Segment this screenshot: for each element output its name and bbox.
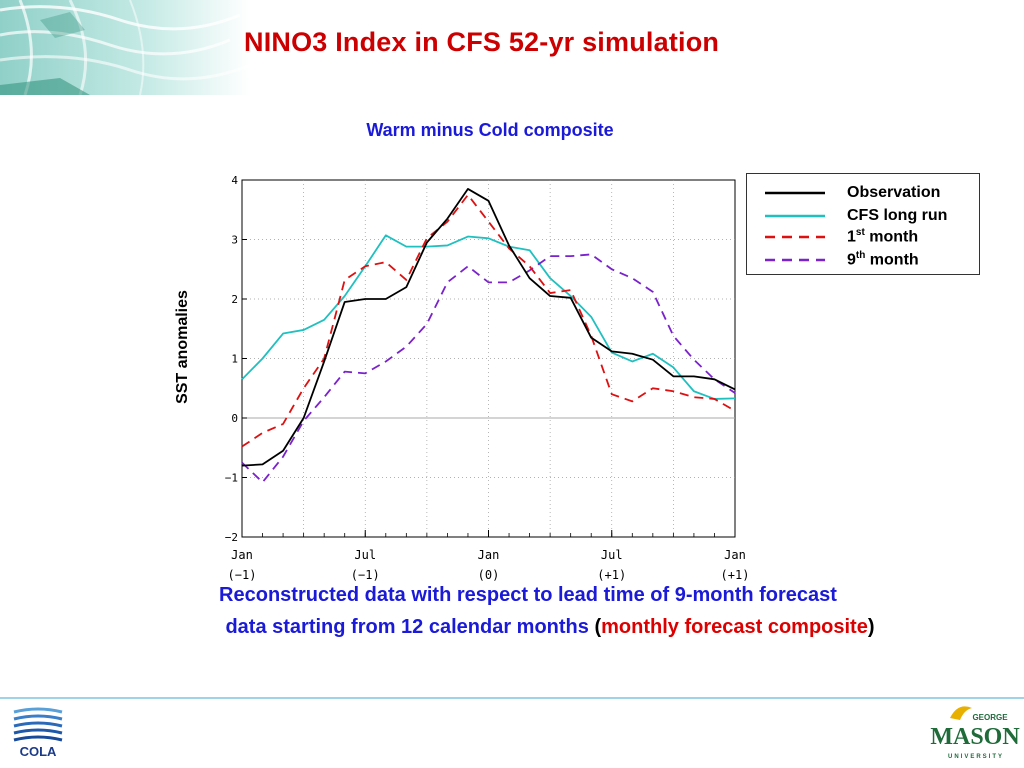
legend-label-observation: Observation [847, 184, 941, 201]
x-tick-sublabel: (0) [478, 568, 500, 582]
chart-title: Warm minus Cold composite [366, 120, 614, 140]
y-tick-label: 4 [231, 174, 238, 187]
legend: Observation CFS long run 1st month 9th m… [746, 173, 980, 275]
plot-area: 4 3 2 1 0 −1 −2 Jan (−1) Jul (−1) Jan (0) Jul (+1) Jan (… [225, 174, 750, 582]
legend-swatch-cfs-long-run [765, 214, 825, 218]
caption-close-paren: ) [867, 616, 875, 638]
caption-line-2-main: data starting from 12 calendar months [225, 616, 595, 638]
y-tick-label: 2 [231, 293, 238, 306]
legend-swatch-9th-month [765, 258, 825, 262]
x-tick-label: Jul [601, 548, 623, 562]
x-tick-sublabel: (−1) [351, 568, 380, 582]
caption-line-1: Reconstructed data with respect to lead … [219, 584, 837, 606]
series-line-9th-month [241, 253, 736, 484]
gmu-logo: GEORGE MASON UNIVERSITY [930, 706, 1020, 760]
legend-label-cfs-long-run: CFS long run [847, 207, 948, 224]
legend-label-1st-month: 1st month [847, 227, 919, 246]
legend-item-1st-month: 1st month [763, 226, 918, 248]
legend-swatch-observation [765, 191, 825, 195]
x-tick-label: Jan [478, 548, 500, 562]
x-tick-sublabel: (−1) [228, 568, 257, 582]
caption-open-paren: ( [594, 616, 602, 638]
y-tick-label: −2 [225, 531, 238, 544]
y-tick-label: 1 [231, 353, 238, 366]
legend-swatch-1st-month [765, 235, 825, 239]
legend-item-cfs-long-run: CFS long run [763, 205, 947, 227]
slide-title: NINO3 Index in CFS 52-yr simulation [244, 27, 720, 57]
x-tick-label: Jan [724, 548, 746, 562]
legend-item-observation: Observation [763, 182, 940, 204]
y-tick-label: 0 [231, 412, 238, 425]
caption-highlight: monthly forecast composite [601, 616, 868, 638]
series-line-1st-month [241, 193, 736, 448]
svg-text:UNIVERSITY: UNIVERSITY [948, 754, 1004, 760]
caption-line-2: data starting from 12 calendar months (m… [0, 616, 1024, 639]
footer-divider [0, 697, 1024, 699]
svg-text:COLA: COLA [20, 744, 57, 759]
x-tick-label: Jul [354, 548, 376, 562]
x-tick-label: Jan [231, 548, 253, 562]
series-line-cfs-long-run [241, 234, 736, 400]
y-tick-label: 3 [231, 234, 238, 247]
svg-text:GEORGE: GEORGE [972, 713, 1008, 722]
legend-label-9th-month: 9th month [847, 250, 919, 269]
x-tick-sublabel: (+1) [597, 568, 626, 582]
x-tick-sublabel: (+1) [721, 568, 750, 582]
series-line-observation [241, 188, 736, 467]
y-axis-label: SST anomalies [174, 290, 191, 404]
legend-item-9th-month: 9th month [763, 249, 919, 271]
cola-logo: COLA [13, 707, 63, 759]
svg-text:MASON: MASON [930, 724, 1020, 750]
y-tick-label: −1 [225, 472, 238, 485]
header-globe-graphic [0, 0, 250, 95]
